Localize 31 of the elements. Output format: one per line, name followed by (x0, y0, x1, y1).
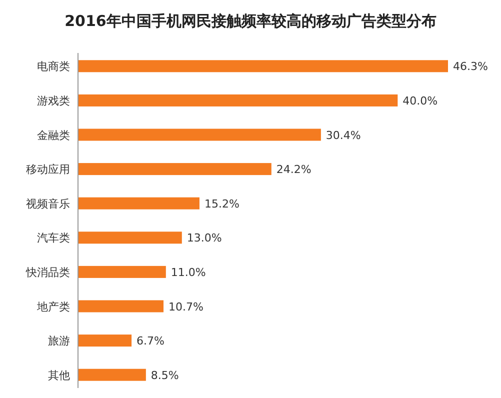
bar (78, 197, 200, 210)
bar (78, 128, 321, 141)
y-tick-label: 汽车类 (37, 232, 70, 245)
bar (78, 368, 146, 381)
data-label: 30.4% (326, 128, 361, 142)
data-label: 8.5% (150, 368, 179, 382)
y-tick-label: 移动应用 (26, 163, 70, 176)
data-label: 13.0% (186, 232, 222, 245)
data-label: 11.0% (170, 266, 206, 279)
data-label: 46.3% (453, 60, 488, 74)
y-tick-label: 旅游 (48, 334, 70, 348)
y-tick-label: 金融类 (37, 128, 70, 142)
y-tick-label: 视频音乐 (26, 197, 70, 210)
y-tick-label: 电商类 (37, 60, 70, 74)
bar (78, 94, 398, 106)
y-tick-label: 游戏类 (37, 94, 70, 108)
data-label: 10.7% (168, 300, 204, 314)
y-tick-label: 地产类 (36, 300, 70, 314)
data-label: 40.0% (402, 94, 438, 108)
bar (78, 266, 166, 278)
data-label: 6.7% (136, 334, 164, 348)
bar (78, 300, 164, 312)
bar (78, 60, 448, 72)
data-label: 24.2% (276, 163, 312, 176)
bar (78, 163, 272, 176)
bar (78, 334, 132, 347)
chart-title: 2016年中国手机网民接触频率较高的移动广告类型分布 (64, 12, 436, 30)
y-tick-label: 快消品类 (25, 266, 70, 279)
data-label: 15.2% (204, 197, 240, 210)
bar (78, 232, 182, 244)
y-tick-label: 其他 (48, 368, 70, 382)
